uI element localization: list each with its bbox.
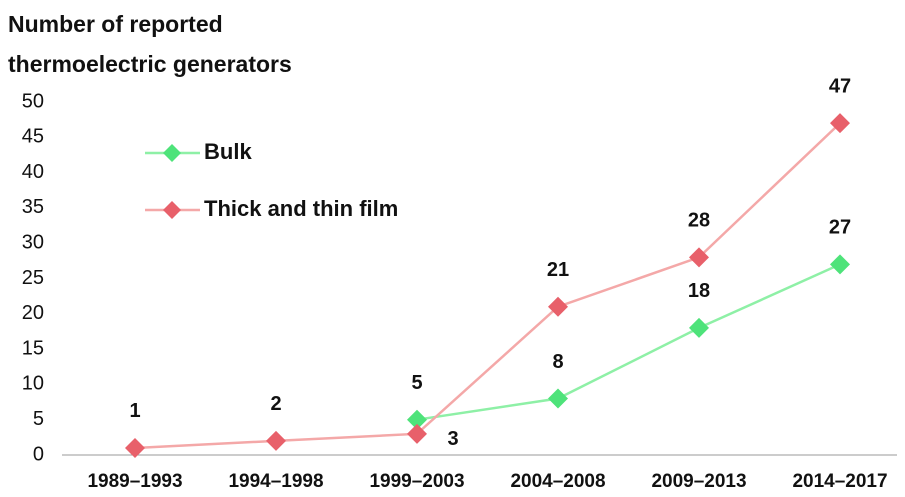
data-point — [548, 388, 568, 409]
chart-title: Number of reported — [8, 11, 223, 37]
x-tick-label: 2004–2008 — [510, 471, 605, 492]
data-label: 5 — [411, 372, 422, 394]
x-tick-label: 1989–1993 — [87, 471, 182, 492]
data-point — [689, 247, 709, 268]
data-label: 8 — [552, 351, 563, 373]
data-point — [689, 317, 709, 338]
legend-label: Bulk — [204, 139, 252, 164]
data-label: 21 — [547, 259, 569, 281]
y-tick-label: 25 — [22, 267, 44, 289]
data-label: 27 — [829, 217, 851, 239]
y-tick-label: 35 — [22, 196, 44, 218]
y-tick-label: 40 — [22, 161, 44, 183]
legend-label: Thick and thin film — [204, 196, 398, 221]
x-tick-label: 1994–1998 — [228, 471, 323, 492]
y-tick-label: 50 — [22, 90, 44, 112]
data-point — [407, 409, 427, 430]
data-label: 47 — [829, 75, 851, 97]
data-label: 2 — [270, 393, 281, 415]
x-tick-label: 1999–2003 — [369, 471, 464, 492]
data-label: 18 — [688, 280, 710, 302]
y-tick-label: 5 — [33, 408, 44, 430]
data-point — [266, 430, 286, 451]
data-point — [407, 423, 427, 444]
series-line — [134, 122, 841, 450]
y-tick-label: 30 — [22, 231, 44, 253]
y-tick-label: 45 — [22, 126, 44, 148]
data-point — [830, 113, 850, 134]
x-tick-label: 2009–2013 — [651, 471, 746, 492]
legend-marker — [163, 144, 181, 162]
y-tick-label: 0 — [33, 443, 44, 465]
data-point — [830, 254, 850, 275]
legend-marker — [163, 201, 181, 219]
x-tick-label: 2014–2017 — [792, 471, 887, 492]
chart-title: thermoelectric generators — [8, 51, 292, 77]
y-tick-label: 10 — [22, 373, 44, 395]
data-point — [125, 437, 145, 458]
data-label: 1 — [129, 400, 140, 422]
series-line — [416, 263, 841, 421]
data-point — [548, 296, 568, 317]
data-label: 3 — [447, 428, 458, 450]
data-label: 28 — [688, 210, 710, 232]
y-tick-label: 15 — [22, 337, 44, 359]
y-tick-label: 20 — [22, 302, 44, 324]
